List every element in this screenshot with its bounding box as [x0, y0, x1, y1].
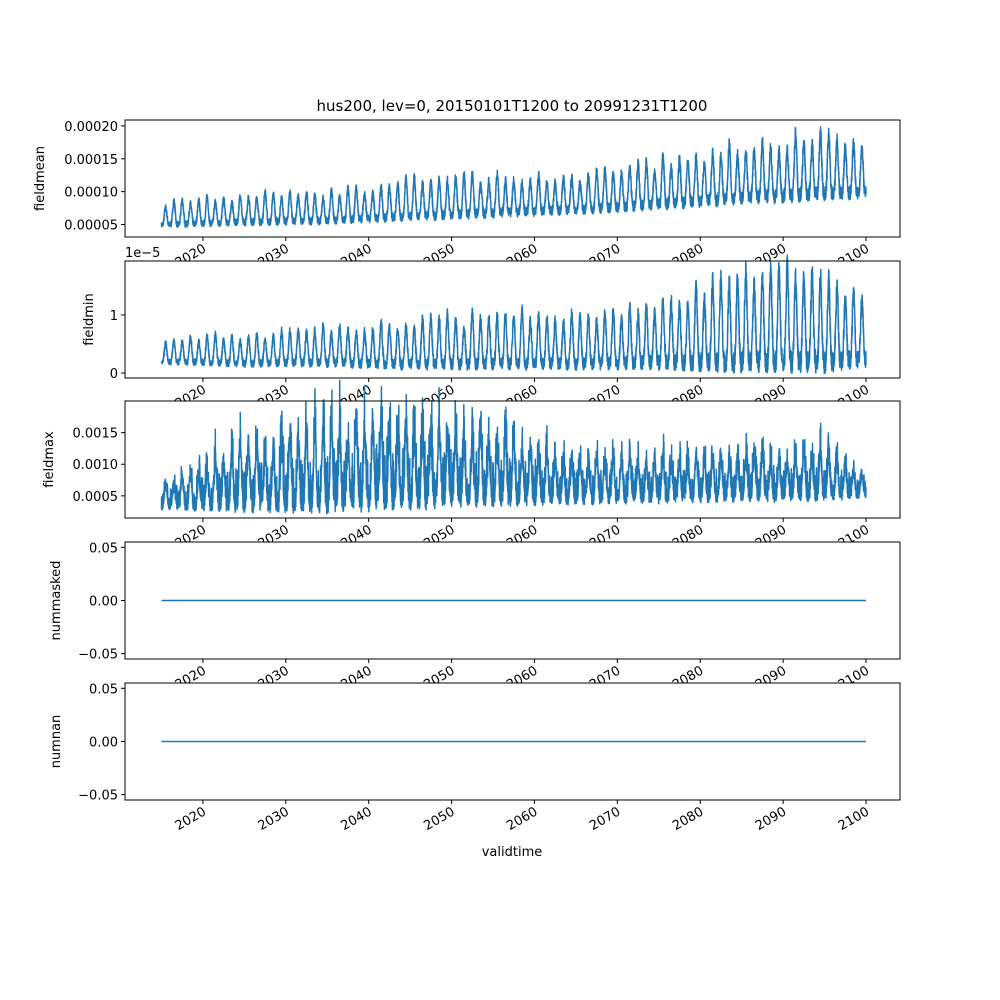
- y-tick-label: −0.05: [78, 648, 118, 663]
- y-tick-label: 0.00020: [64, 120, 118, 135]
- x-axis-label: validtime: [482, 845, 543, 860]
- y-tick-label: 0.0005: [73, 490, 119, 505]
- y-axis-offset-label: 1e−5: [125, 246, 160, 261]
- y-tick-label: 0.00015: [64, 153, 118, 168]
- y-tick-label: 1: [110, 309, 118, 324]
- y-axis-label: fieldmin: [82, 293, 97, 346]
- series-line-fieldmax: [160, 379, 867, 515]
- axes-frame: [124, 400, 901, 519]
- y-tick-label: 0.00005: [64, 219, 118, 234]
- y-axis-label: fieldmax: [42, 431, 57, 488]
- series-line-fieldmean: [160, 126, 867, 229]
- subplot-numnan: −0.05 0.00 0.05 numnan: [49, 682, 901, 804]
- subplot-fieldmax: 0.0005 0.0010 0.0015 fieldmax: [42, 379, 901, 522]
- subplot-nummasked: −0.05 0.00 0.05 nummasked: [49, 541, 901, 663]
- axes-background: [125, 120, 900, 237]
- y-tick-label: 0.0015: [73, 427, 119, 442]
- y-tick-label: 0.05: [89, 541, 118, 556]
- y-tick-label: 0.00010: [64, 186, 118, 201]
- subplot-fieldmean: 0.00005 0.00010 0.00015 0.00020 fieldmean: [33, 119, 901, 241]
- series-line-fieldmin: [160, 254, 867, 375]
- y-tick-label: 0: [110, 367, 118, 382]
- y-axis-label: nummasked: [49, 561, 64, 641]
- y-tick-label: 0.00: [89, 595, 118, 610]
- axes-frame: [124, 119, 901, 238]
- y-tick-label: 0.00: [89, 736, 118, 751]
- subplot-fieldmin: 0 1 fieldmin 1e−5: [82, 246, 901, 382]
- y-axis-label: fieldmean: [33, 146, 48, 211]
- y-tick-label: 0.0010: [73, 458, 119, 473]
- y-tick-label: −0.05: [78, 789, 118, 804]
- y-tick-label: 0.05: [89, 682, 118, 697]
- chart-title: hus200, lev=0, 20150101T1200 to 20991231…: [317, 97, 708, 115]
- axes-frame: [124, 260, 901, 379]
- y-axis-label: numnan: [49, 715, 64, 769]
